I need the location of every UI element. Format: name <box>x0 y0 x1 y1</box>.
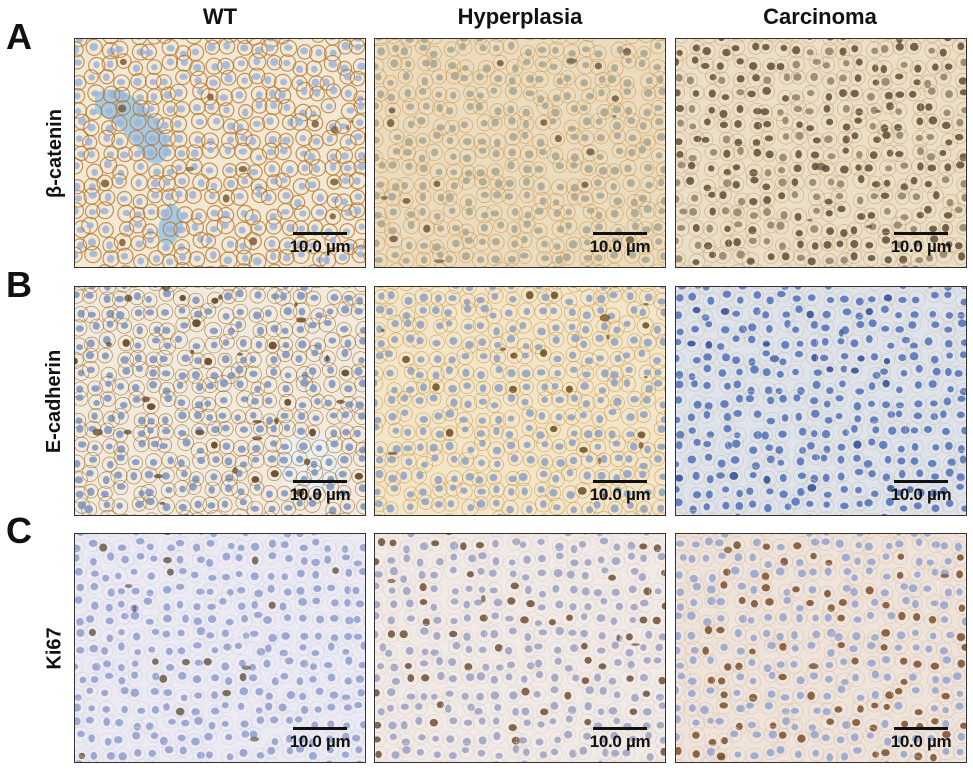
scale-bar-label: 10.0 µm <box>890 732 952 751</box>
scale-bar-label: 10.0 µm <box>289 732 351 751</box>
panel-letter-a: A <box>6 16 32 57</box>
scale-bar-label: 10.0 µm <box>890 237 952 256</box>
row-label-ki67: Ki67 <box>43 626 66 670</box>
scale-bar: 10.0 µm <box>583 727 657 752</box>
micrograph-b-hyp: 10.0 µm <box>374 286 666 516</box>
micrograph-c-hyp: 10.0 µm <box>374 533 666 763</box>
row-label-beta-catenin: β-catenin <box>43 108 66 198</box>
tissue-image <box>676 534 966 762</box>
scale-bar: 10.0 µm <box>884 727 958 752</box>
panel-letter-c: C <box>6 510 32 551</box>
scale-bar-line <box>293 480 347 483</box>
scale-bar-line <box>593 232 647 235</box>
micrograph-b-wt: 10.0 µm <box>74 286 366 516</box>
column-header-hyperplasia: Hyperplasia <box>457 4 583 29</box>
scale-bar: 10.0 µm <box>583 232 657 257</box>
scale-bar-line <box>593 480 647 483</box>
tissue-image <box>676 287 966 515</box>
micrograph-a-wt: 10.0 µm <box>74 38 366 268</box>
scale-bar-label: 10.0 µm <box>589 732 651 751</box>
scale-bar: 10.0 µm <box>283 480 357 505</box>
scale-bar: 10.0 µm <box>283 232 357 257</box>
micrograph-a-hyp: 10.0 µm <box>374 38 666 268</box>
scale-bar-label: 10.0 µm <box>890 485 952 504</box>
scale-bar-line <box>894 480 948 483</box>
scale-bar-line <box>593 727 647 730</box>
micrograph-c-car: 10.0 µm <box>675 533 967 763</box>
scale-bar-line <box>894 232 948 235</box>
column-header-carcinoma: Carcinoma <box>763 4 877 29</box>
tissue-image <box>375 534 665 762</box>
scale-bar: 10.0 µm <box>884 232 958 257</box>
scale-bar-line <box>293 232 347 235</box>
tissue-image <box>375 39 665 267</box>
scale-bar: 10.0 µm <box>283 727 357 752</box>
scale-bar: 10.0 µm <box>884 480 958 505</box>
scale-bar-line <box>894 727 948 730</box>
tissue-image <box>75 39 365 267</box>
scale-bar: 10.0 µm <box>583 480 657 505</box>
micrograph-b-car: 10.0 µm <box>675 286 967 516</box>
scale-bar-label: 10.0 µm <box>289 485 351 504</box>
scale-bar-label: 10.0 µm <box>289 237 351 256</box>
tissue-image <box>375 287 665 515</box>
micrograph-c-wt: 10.0 µm <box>74 533 366 763</box>
column-header-wt: WT <box>202 4 238 29</box>
scale-bar-line <box>293 727 347 730</box>
scale-bar-label: 10.0 µm <box>589 485 651 504</box>
scale-bar-label: 10.0 µm <box>589 237 651 256</box>
tissue-image <box>676 39 966 267</box>
tissue-image <box>75 534 365 762</box>
tissue-image <box>75 287 365 515</box>
row-label-e-cadherin: E-cadherin <box>43 349 66 453</box>
micrograph-a-car: 10.0 µm <box>675 38 967 268</box>
panel-letter-b: B <box>6 264 32 305</box>
